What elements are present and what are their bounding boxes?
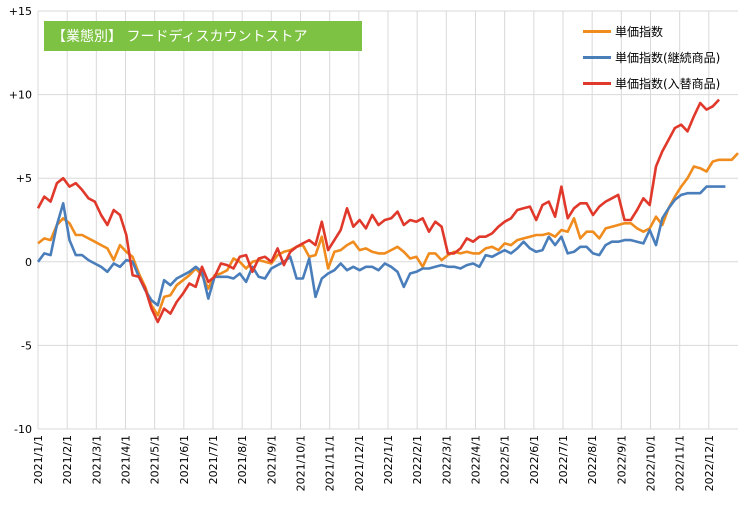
x-tick-label-20: 2022/9/1 — [615, 435, 628, 484]
legend-item-2: 単価指数(入替商品) — [583, 70, 720, 96]
x-tick-label-14: 2022/3/1 — [440, 435, 453, 484]
legend-label-2: 単価指数(入替商品) — [615, 76, 721, 91]
x-tick-label-5: 2021/6/1 — [178, 435, 191, 484]
x-tick-label-10: 2021/11/1 — [324, 435, 337, 491]
x-tick-label-4: 2021/5/1 — [149, 435, 162, 484]
y-tick-label-4: +10 — [9, 89, 32, 102]
legend-item-1: 単価指数(継続商品) — [583, 44, 720, 70]
y-tick-label-1: -5 — [21, 339, 32, 352]
x-tick-label-9: 2021/10/1 — [295, 435, 308, 491]
y-tick-label-0: -10 — [14, 423, 32, 436]
x-tick-label-1: 2021/2/1 — [61, 435, 74, 484]
x-tick-label-23: 2022/12/1 — [703, 435, 716, 491]
legend-swatch-2 — [583, 81, 611, 85]
x-tick-label-19: 2022/8/1 — [586, 435, 599, 484]
chart-title: 【業態別】 フードディスカウントストア — [44, 21, 362, 51]
series-line-1 — [36, 185, 726, 307]
y-tick-label-2: 0 — [25, 256, 32, 269]
x-tick-label-22: 2022/11/1 — [674, 435, 687, 491]
x-tick-label-21: 2022/10/1 — [645, 435, 658, 491]
series-line-0 — [37, 152, 739, 317]
x-tick-label-2: 2021/3/1 — [90, 435, 103, 484]
x-tick-label-13: 2022/2/1 — [411, 435, 424, 484]
x-tick-label-17: 2022/6/1 — [528, 435, 541, 484]
legend-label-1: 単価指数(継続商品) — [615, 50, 721, 65]
legend-swatch-1 — [583, 55, 611, 59]
x-axis-ticks: 2021/1/1 2021/2/1 2021/3/1 2021/4/1 2021/5/1… — [32, 435, 716, 491]
legend-swatch-0 — [583, 29, 611, 33]
legend-item-0: 単価指数 — [583, 18, 720, 44]
chart-grid — [37, 10, 738, 430]
chart-title-text: 【業態別】 フードディスカウントストア — [52, 29, 308, 45]
x-tick-label-3: 2021/4/1 — [120, 435, 133, 484]
x-tick-label-7: 2021/8/1 — [236, 435, 249, 484]
legend: 単価指数 単価指数(継続商品) 単価指数(入替商品) — [583, 18, 720, 96]
x-tick-label-18: 2022/7/1 — [557, 435, 570, 484]
x-tick-label-12: 2022/1/1 — [382, 435, 395, 484]
y-tick-label-5: +15 — [9, 5, 32, 18]
y-tick-label-3: +5 — [16, 172, 32, 185]
series-lines — [36, 98, 739, 324]
legend-label-0: 単価指数 — [615, 24, 664, 39]
x-tick-label-15: 2022/4/1 — [470, 435, 483, 484]
x-tick-label-11: 2021/12/1 — [353, 435, 366, 491]
x-tick-label-16: 2022/5/1 — [499, 435, 512, 484]
y-axis-ticks: -10 -5 0 +5 +10 +15 — [9, 5, 32, 436]
x-tick-label-8: 2021/9/1 — [265, 435, 278, 484]
x-tick-label-6: 2021/7/1 — [207, 435, 220, 484]
series-line-2 — [36, 98, 721, 324]
x-tick-label-0: 2021/1/1 — [32, 435, 45, 484]
